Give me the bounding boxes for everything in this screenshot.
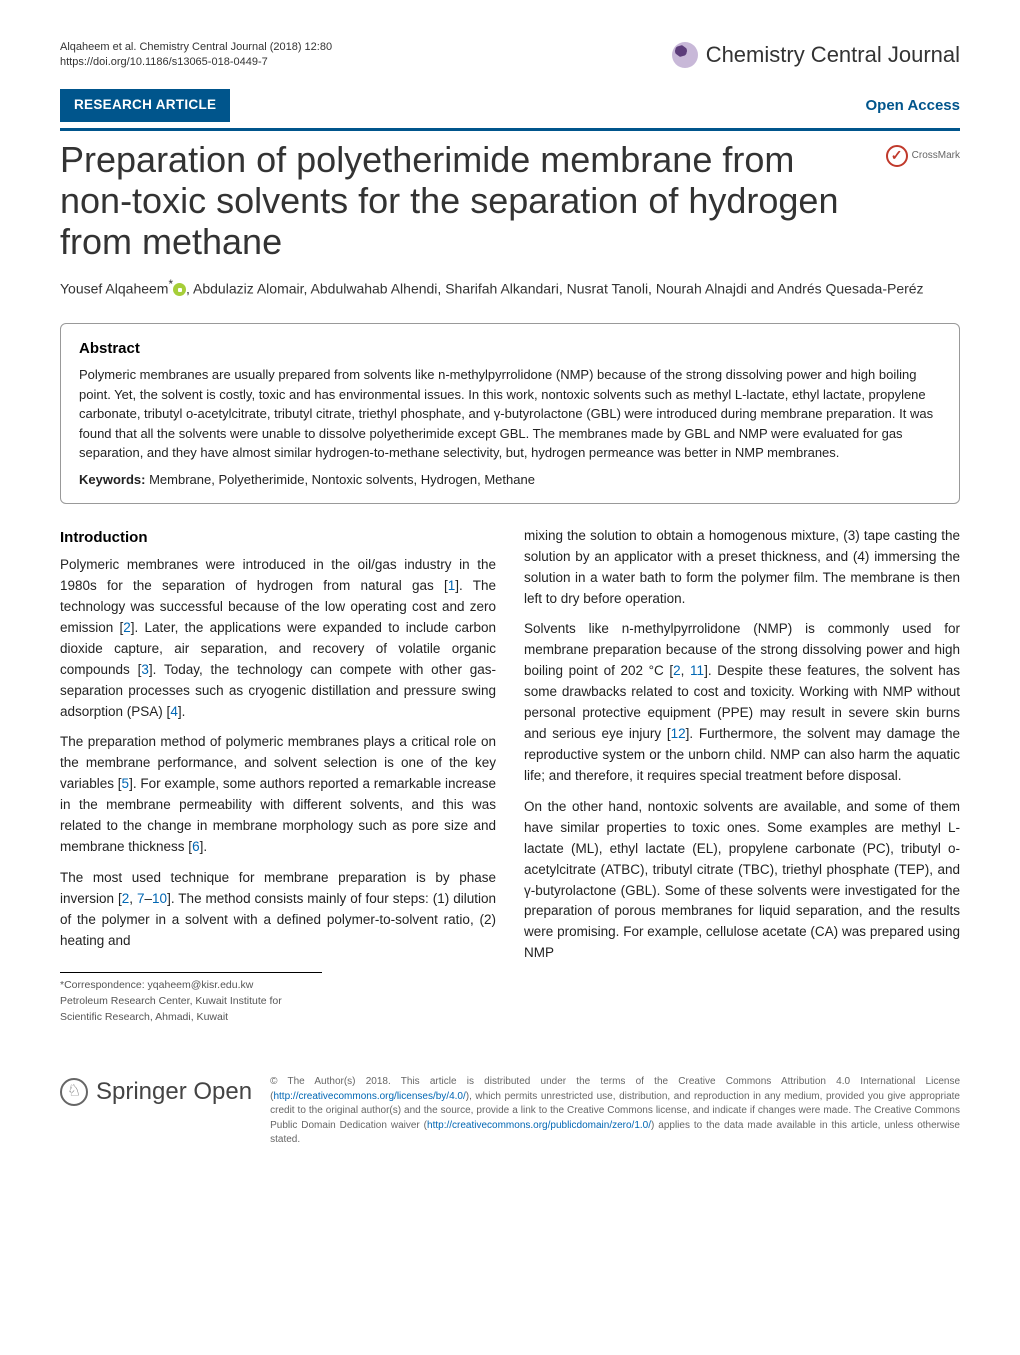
keywords-line: Keywords: Membrane, Polyetherimide, Nont…	[79, 471, 941, 489]
journal-logo-icon	[672, 42, 698, 68]
crossmark-badge[interactable]: ✓ CrossMark	[886, 145, 960, 167]
ref-link[interactable]: 10	[152, 891, 167, 906]
springer-horse-icon	[60, 1078, 88, 1106]
ref-link[interactable]: 6	[192, 839, 200, 854]
springer-open-text: Open	[193, 1078, 252, 1105]
correspondence-affiliation: Petroleum Research Center, Kuwait Instit…	[60, 993, 322, 1026]
journal-logo: Chemistry Central Journal	[672, 40, 960, 71]
correspondence-email: *Correspondence: yqaheem@kisr.edu.kw	[60, 977, 322, 993]
research-article-badge: RESEARCH ARTICLE	[60, 89, 230, 122]
right-paragraph-3: On the other hand, nontoxic solvents are…	[524, 797, 960, 964]
article-title: Preparation of polyetherimide membrane f…	[60, 139, 960, 263]
ref-link[interactable]: 5	[122, 776, 130, 791]
intro-paragraph-2: The preparation method of polymeric memb…	[60, 732, 496, 858]
introduction-heading: Introduction	[60, 526, 496, 549]
ref-link[interactable]: 3	[141, 662, 149, 677]
abstract-body: Polymeric membranes are usually prepared…	[79, 365, 941, 463]
doi-link[interactable]: https://doi.org/10.1186/s13065-018-0449-…	[60, 55, 332, 70]
right-column: mixing the solution to obtain a homogeno…	[524, 526, 960, 1026]
springer-text: Springer	[96, 1078, 187, 1105]
abstract-box: Abstract Polymeric membranes are usually…	[60, 323, 960, 504]
keywords-label: Keywords:	[79, 472, 145, 487]
intro-paragraph-1: Polymeric membranes were introduced in t…	[60, 555, 496, 722]
running-header: Alqaheem et al. Chemistry Central Journa…	[60, 40, 960, 71]
journal-name: Chemistry Central Journal	[706, 40, 960, 71]
keywords-text: Membrane, Polyetherimide, Nontoxic solve…	[149, 472, 535, 487]
ref-link[interactable]: 11	[690, 663, 704, 678]
left-column: Introduction Polymeric membranes were in…	[60, 526, 496, 1026]
crossmark-label: CrossMark	[912, 149, 960, 163]
ref-link[interactable]: 12	[671, 726, 686, 741]
banner-rule	[60, 128, 960, 131]
orcid-icon[interactable]	[173, 283, 186, 296]
open-access-label: Open Access	[866, 95, 961, 116]
ref-link[interactable]: 2	[123, 620, 131, 635]
right-paragraph-2: Solvents like n-methylpyrrolidone (NMP) …	[524, 619, 960, 786]
abstract-heading: Abstract	[79, 338, 941, 359]
author-list: Yousef Alqaheem*, Abdulaziz Alomair, Abd…	[60, 277, 960, 299]
body-columns: Introduction Polymeric membranes were in…	[60, 526, 960, 1026]
cc-license-link[interactable]: http://creativecommons.org/licenses/by/4…	[273, 1091, 465, 1102]
citation-text: Alqaheem et al. Chemistry Central Journa…	[60, 40, 332, 55]
article-type-banner: RESEARCH ARTICLE Open Access	[60, 89, 960, 122]
crossmark-icon: ✓	[886, 145, 908, 167]
correspondence-footnote: *Correspondence: yqaheem@kisr.edu.kw Pet…	[60, 972, 322, 1026]
page-footer: Springer Open © The Author(s) 2018. This…	[0, 1075, 1020, 1178]
ref-link[interactable]: 2	[673, 663, 681, 678]
ref-link[interactable]: 7	[137, 891, 145, 906]
ref-link[interactable]: 4	[170, 704, 178, 719]
right-paragraph-1: mixing the solution to obtain a homogeno…	[524, 526, 960, 610]
copyright-text: © The Author(s) 2018. This article is di…	[270, 1075, 960, 1148]
springer-open-logo: Springer Open	[60, 1075, 252, 1109]
cc-publicdomain-link[interactable]: http://creativecommons.org/publicdomain/…	[427, 1120, 651, 1131]
intro-paragraph-3: The most used technique for membrane pre…	[60, 868, 496, 952]
